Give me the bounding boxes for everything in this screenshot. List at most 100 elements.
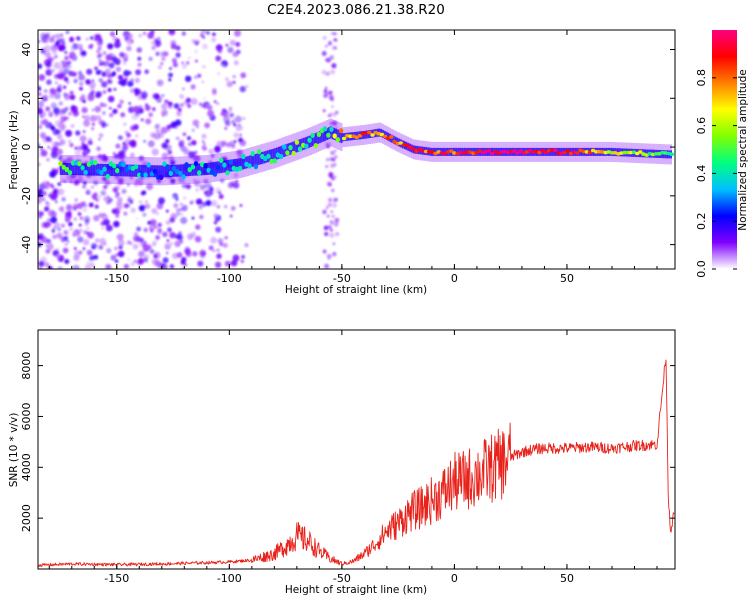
spectrogram-ridge-core xyxy=(414,149,419,153)
spectrogram-noise-speck xyxy=(82,247,86,250)
spectrogram-noise-speck xyxy=(91,127,95,131)
spectrogram-noise-speck xyxy=(71,71,77,77)
spectrogram-noise-speck xyxy=(184,263,188,267)
spectrogram-ridge-cell xyxy=(220,161,222,173)
spectrogram-ridge-core xyxy=(187,167,192,173)
spectrogram-noise-speck xyxy=(96,40,100,44)
spectrogram-ridge-core xyxy=(622,150,627,155)
spectrogram-noise-speck xyxy=(208,148,214,155)
spectrogram-noise-speck xyxy=(151,258,159,266)
colorbar-label: Normalized spectral amplitude xyxy=(737,69,749,230)
spectrogram-ridge-cell xyxy=(490,147,492,156)
spectrogram-noise-speck xyxy=(176,208,180,212)
spectrogram-noise-speck xyxy=(90,36,94,40)
spectrogram-noise-speck xyxy=(113,208,120,215)
colorbar-tick-label: 0.2 xyxy=(695,212,708,230)
spectrogram-noise-speck xyxy=(323,225,329,231)
spectrogram-noise-speck xyxy=(45,106,51,112)
spectrogram-ridge-cell xyxy=(292,141,294,154)
spectrogram-noise-speck xyxy=(44,89,48,93)
y-tick-label: 20 xyxy=(20,91,33,105)
spectrogram-ridge-cell xyxy=(311,134,314,147)
spectrogram-noise-speck xyxy=(137,62,142,67)
spectrogram-noise-speck xyxy=(161,109,168,116)
spectrogram-noise-speck xyxy=(190,98,198,105)
spectrogram-noise-speck xyxy=(89,85,95,91)
spectrogram-noise-speck xyxy=(187,142,192,147)
spectrogram-noise-speck xyxy=(53,62,61,69)
spectrogram-ridge-cell xyxy=(180,164,183,177)
spectrogram-noise-speck xyxy=(211,88,217,93)
spectrogram-noise-speck xyxy=(61,197,66,202)
spectrogram-ridge-core xyxy=(565,149,571,153)
spectrogram-noise-speck xyxy=(178,208,183,212)
spectrogram-noise-speck xyxy=(331,31,335,36)
spectrogram-noise-speck xyxy=(112,108,118,114)
spectrogram-noise-speck xyxy=(198,205,203,210)
spectrogram-ridge-core xyxy=(105,173,111,180)
spectrogram-ridge-cell xyxy=(133,164,136,177)
spectrogram-ridge-cell xyxy=(338,130,341,143)
spectrogram-noise-speck xyxy=(202,140,205,143)
spectrogram-noise-speck xyxy=(164,99,169,105)
spectrogram-noise-speck xyxy=(123,70,130,77)
spectrogram-noise-speck xyxy=(78,250,83,255)
snr-ticks: -150 -100 -50 0 50 2000 4000 6000 8000 xyxy=(20,330,675,585)
spectrogram-noise-speck xyxy=(41,190,47,197)
spectrogram-noise-speck xyxy=(66,80,70,85)
spectrogram-noise-speck xyxy=(166,239,170,243)
spectrogram-ridge-cell xyxy=(578,147,581,156)
spectrogram-noise-speck xyxy=(41,38,46,42)
spectrogram-noise-speck xyxy=(328,90,333,95)
spectrogram-noise-speck xyxy=(64,243,68,246)
spectrogram-noise-speck xyxy=(95,198,99,202)
spectrogram-noise-speck xyxy=(121,188,127,194)
spectrogram-noise-speck xyxy=(126,240,132,245)
spectrogram-noise-speck xyxy=(77,236,84,243)
spectrogram-ridge-cell xyxy=(74,163,76,176)
spectrogram-noise-speck xyxy=(61,178,66,183)
spectrogram-noise-speck xyxy=(46,158,50,162)
spectrogram-noise-speck xyxy=(93,254,99,260)
spectrogram-noise-speck xyxy=(79,135,87,143)
spectrogram-ridge-core xyxy=(575,151,580,155)
spectrogram-ridge-cell xyxy=(232,159,235,172)
spectrogram-noise-speck xyxy=(161,152,169,160)
spectrogram-noise-speck xyxy=(109,31,116,37)
spectrogram-ridge-core xyxy=(121,162,126,168)
spectrogram-ridge-cell xyxy=(194,163,197,176)
spectrogram-noise-speck xyxy=(49,183,54,187)
spectrogram-noise-speck xyxy=(210,237,217,244)
spectrogram-noise-speck xyxy=(46,202,51,207)
spectrogram-noise-speck xyxy=(222,242,228,248)
spectrogram-noise-speck xyxy=(225,77,229,82)
spectrogram-noise-speck xyxy=(69,227,74,232)
spectrogram-ridge-cell xyxy=(322,129,325,142)
spectrogram-noise-speck xyxy=(234,30,241,37)
spectrogram-ridge-core xyxy=(332,133,337,139)
x-tick-label: 50 xyxy=(560,572,574,585)
spectrogram-noise-speck xyxy=(58,101,63,106)
y-tick-label: 8000 xyxy=(20,352,33,380)
spectrogram-ridge-cell xyxy=(200,163,203,176)
spectrogram-noise-speck xyxy=(194,50,198,53)
spectrogram-noise-speck xyxy=(63,92,68,97)
spectrogram-noise-speck xyxy=(39,132,47,139)
spectrogram-noise-speck xyxy=(325,158,330,162)
spectrogram-noise-speck xyxy=(116,200,123,207)
spectrogram-noise-speck xyxy=(333,149,337,153)
spectrogram-ridge-cell xyxy=(139,164,141,177)
spectrogram-ridge-core xyxy=(382,134,388,139)
spectrogram-noise-speck xyxy=(207,104,213,111)
spectrogram-noise-speck xyxy=(69,37,75,43)
spectrogram-noise-speck xyxy=(224,205,228,209)
spectrogram-noise-speck xyxy=(57,167,61,171)
spectrogram-noise-speck xyxy=(150,40,156,46)
spectrogram-ridge-core xyxy=(625,150,630,155)
spectrogram-noise-speck xyxy=(106,61,110,65)
spectrogram-noise-speck xyxy=(181,61,184,65)
spectrogram-noise-speck xyxy=(202,35,206,39)
spectrogram-noise-speck xyxy=(148,112,153,117)
spectrogram-ridge-core xyxy=(143,172,148,178)
spectrogram-noise-speck xyxy=(82,181,87,185)
